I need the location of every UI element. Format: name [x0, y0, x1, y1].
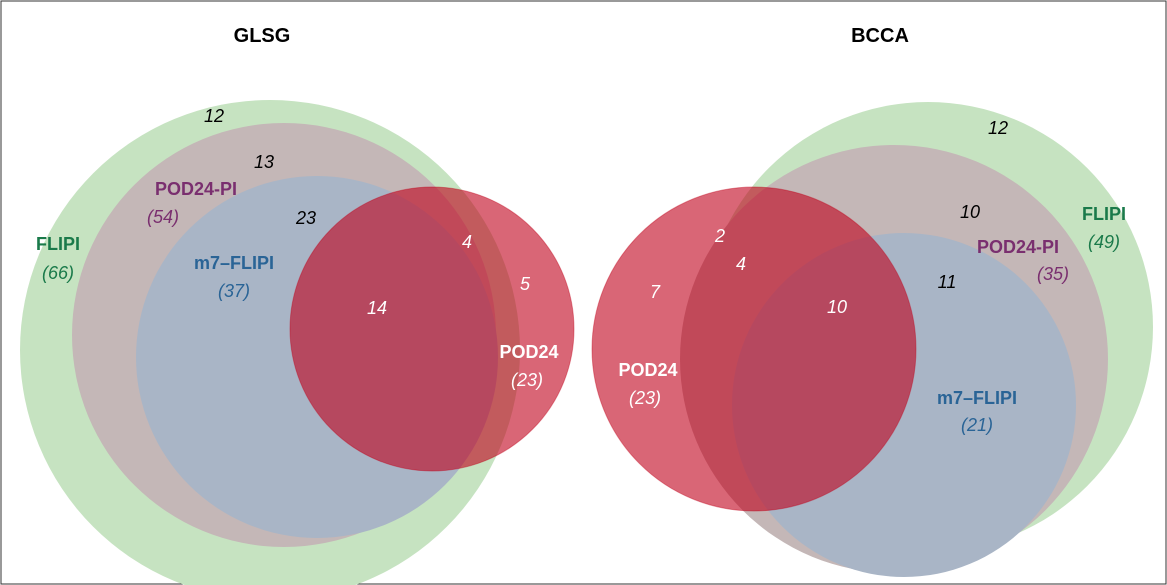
- bcca-m7flipi-count: (21): [961, 415, 993, 435]
- glsg-flipi-count: (66): [42, 263, 74, 283]
- glsg-m7flipi-label: m7–FLIPI: [194, 253, 274, 273]
- bcca-pod24-rim: [591, 186, 917, 512]
- bcca-pod24pi-label: POD24-PI: [977, 237, 1059, 257]
- bcca-flipi-label: FLIPI: [1082, 204, 1126, 224]
- panel-bcca: BCCA FLIPI (49) POD24-PI (35) m7–FLIPI (…: [591, 25, 1153, 577]
- bcca-region-flipi-pod24pi: 10: [960, 202, 980, 222]
- glsg-region-flipi-pod24pi: 13: [254, 152, 274, 172]
- bcca-region-pod24-flipi: 2: [714, 226, 725, 246]
- glsg-region-all-four: 14: [367, 298, 387, 318]
- glsg-pod24-rim: [289, 186, 575, 472]
- bcca-region-flipi-only: 12: [988, 118, 1008, 138]
- glsg-region-pod24-only: 5: [520, 274, 531, 294]
- glsg-region-three-no-pod24: 23: [295, 208, 316, 228]
- bcca-m7flipi-label: m7–FLIPI: [937, 388, 1017, 408]
- bcca-region-three-no-pod24: 11: [938, 272, 957, 292]
- bcca-pod24-label: POD24: [618, 360, 677, 380]
- bcca-region-all-four: 10: [827, 297, 847, 317]
- glsg-region-flipi-only: 12: [204, 106, 224, 126]
- glsg-m7flipi-count: (37): [218, 281, 250, 301]
- bcca-flipi-count: (49): [1088, 232, 1120, 252]
- bcca-pod24-count: (23): [629, 388, 661, 408]
- bcca-pod24-circle: [592, 187, 916, 511]
- glsg-region-pod24-flipi-pod24pi: 4: [462, 232, 472, 252]
- panel-title-bcca: BCCA: [851, 25, 909, 47]
- glsg-pod24-count: (23): [511, 370, 543, 390]
- panel-glsg: GLSG FLIPI (66) POD24-PI (54) m7–FLIPI (…: [20, 25, 575, 585]
- bcca-region-pod24-only: 7: [650, 282, 661, 302]
- bcca-region-pod24-flipi-pod24pi: 4: [736, 254, 746, 274]
- glsg-pod24pi-label: POD24-PI: [155, 179, 237, 199]
- glsg-pod24-circle: [290, 187, 574, 471]
- bcca-pod24pi-count: (35): [1037, 264, 1069, 284]
- glsg-pod24pi-count: (54): [147, 207, 179, 227]
- glsg-pod24-label: POD24: [499, 342, 558, 362]
- panel-title-glsg: GLSG: [234, 25, 291, 47]
- glsg-flipi-label: FLIPI: [36, 234, 80, 254]
